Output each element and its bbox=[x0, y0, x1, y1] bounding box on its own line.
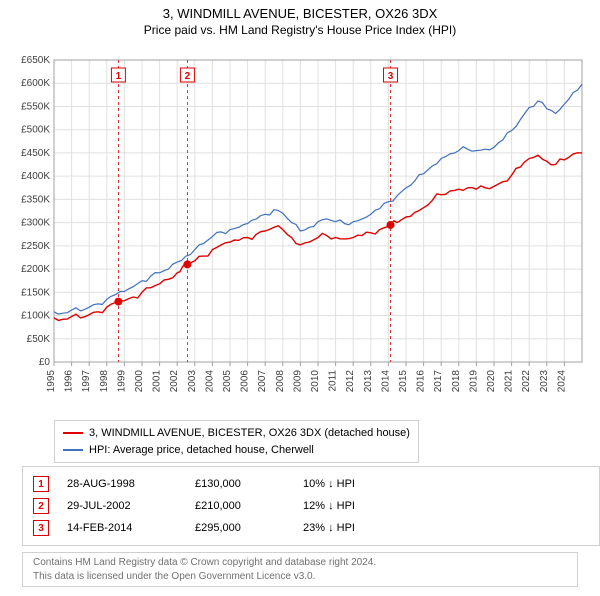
svg-text:2001: 2001 bbox=[152, 370, 163, 393]
svg-text:2011: 2011 bbox=[328, 370, 339, 392]
sale-date-2: 29-JUL-2002 bbox=[67, 500, 177, 512]
svg-text:2000: 2000 bbox=[134, 370, 145, 393]
sale-row-3: 3 14-FEB-2014 £295,000 23% ↓ HPI bbox=[33, 517, 589, 539]
legend-item-hpi: HPI: Average price, detached house, Cher… bbox=[63, 442, 410, 459]
svg-text:3: 3 bbox=[388, 71, 394, 82]
svg-text:£300K: £300K bbox=[21, 218, 50, 229]
attribution-box: Contains HM Land Registry data © Crown c… bbox=[22, 552, 578, 587]
sale-price-3: £295,000 bbox=[195, 522, 285, 534]
svg-text:2008: 2008 bbox=[275, 370, 286, 393]
sale-marker-3: 3 bbox=[33, 520, 49, 536]
svg-text:2005: 2005 bbox=[222, 370, 233, 393]
svg-text:2018: 2018 bbox=[451, 370, 462, 393]
sale-marker-2: 2 bbox=[33, 498, 49, 514]
sales-box: 1 28-AUG-1998 £130,000 10% ↓ HPI 2 29-JU… bbox=[22, 466, 600, 546]
svg-text:2017: 2017 bbox=[433, 370, 444, 393]
legend-box: 3, WINDMILL AVENUE, BICESTER, OX26 3DX (… bbox=[54, 420, 419, 463]
svg-text:2: 2 bbox=[185, 71, 191, 82]
svg-text:£0: £0 bbox=[39, 357, 51, 368]
legend-item-subject: 3, WINDMILL AVENUE, BICESTER, OX26 3DX (… bbox=[63, 425, 410, 442]
sale-price-2: £210,000 bbox=[195, 500, 285, 512]
svg-text:2004: 2004 bbox=[204, 370, 215, 393]
svg-text:£500K: £500K bbox=[21, 125, 50, 136]
svg-text:2006: 2006 bbox=[240, 370, 251, 393]
svg-text:1997: 1997 bbox=[81, 370, 92, 393]
svg-text:£550K: £550K bbox=[21, 101, 50, 112]
svg-text:£650K: £650K bbox=[21, 55, 50, 66]
svg-text:2023: 2023 bbox=[539, 370, 550, 393]
sale-price-1: £130,000 bbox=[195, 478, 285, 490]
svg-text:2021: 2021 bbox=[504, 370, 515, 393]
svg-text:£50K: £50K bbox=[27, 334, 51, 345]
svg-text:£350K: £350K bbox=[21, 194, 50, 205]
sale-row-1: 1 28-AUG-1998 £130,000 10% ↓ HPI bbox=[33, 473, 589, 495]
chart-title: 3, WINDMILL AVENUE, BICESTER, OX26 3DX bbox=[0, 6, 600, 21]
svg-text:1995: 1995 bbox=[46, 370, 57, 393]
svg-text:2015: 2015 bbox=[398, 370, 409, 393]
sale-date-3: 14-FEB-2014 bbox=[67, 522, 177, 534]
svg-text:1: 1 bbox=[116, 71, 122, 82]
chart-area: £0 £50K £100K £150K £200K £250K £300K £350K £400… bbox=[0, 50, 600, 410]
svg-text:£100K: £100K bbox=[21, 311, 50, 322]
svg-text:2002: 2002 bbox=[169, 370, 180, 393]
svg-text:2013: 2013 bbox=[363, 370, 374, 393]
svg-text:1998: 1998 bbox=[99, 370, 110, 393]
legend-swatch-subject bbox=[63, 432, 83, 434]
svg-text:2007: 2007 bbox=[257, 370, 268, 393]
legend-swatch-hpi bbox=[63, 449, 83, 451]
chart-svg: £0 £50K £100K £150K £200K £250K £300K £350K £400… bbox=[0, 50, 600, 410]
sale-row-2: 2 29-JUL-2002 £210,000 12% ↓ HPI bbox=[33, 495, 589, 517]
svg-text:1996: 1996 bbox=[64, 370, 75, 393]
svg-text:£250K: £250K bbox=[21, 241, 50, 252]
svg-text:£150K: £150K bbox=[21, 287, 50, 298]
svg-text:£600K: £600K bbox=[21, 78, 50, 89]
svg-text:2010: 2010 bbox=[310, 370, 321, 393]
svg-text:2003: 2003 bbox=[187, 370, 198, 393]
svg-text:2014: 2014 bbox=[380, 370, 391, 393]
attribution-line-2: This data is licensed under the Open Gov… bbox=[33, 570, 567, 584]
svg-text:£400K: £400K bbox=[21, 171, 50, 182]
chart-subtitle: Price paid vs. HM Land Registry's House … bbox=[0, 23, 600, 37]
legend-label-hpi: HPI: Average price, detached house, Cher… bbox=[89, 442, 314, 459]
svg-text:2009: 2009 bbox=[292, 370, 303, 393]
legend-label-subject: 3, WINDMILL AVENUE, BICESTER, OX26 3DX (… bbox=[89, 425, 410, 442]
svg-text:£450K: £450K bbox=[21, 148, 50, 159]
sale-marker-1: 1 bbox=[33, 476, 49, 492]
svg-text:2024: 2024 bbox=[556, 370, 567, 393]
svg-text:2012: 2012 bbox=[345, 370, 356, 393]
attribution-line-1: Contains HM Land Registry data © Crown c… bbox=[33, 556, 567, 570]
svg-text:2019: 2019 bbox=[468, 370, 479, 393]
svg-text:2020: 2020 bbox=[486, 370, 497, 393]
sale-delta-3: 23% ↓ HPI bbox=[303, 522, 355, 534]
svg-text:£200K: £200K bbox=[21, 264, 50, 275]
svg-text:2022: 2022 bbox=[521, 370, 532, 393]
sale-delta-1: 10% ↓ HPI bbox=[303, 478, 355, 490]
sale-delta-2: 12% ↓ HPI bbox=[303, 500, 355, 512]
sale-date-1: 28-AUG-1998 bbox=[67, 478, 177, 490]
svg-text:1999: 1999 bbox=[116, 370, 127, 393]
svg-text:2016: 2016 bbox=[416, 370, 427, 393]
